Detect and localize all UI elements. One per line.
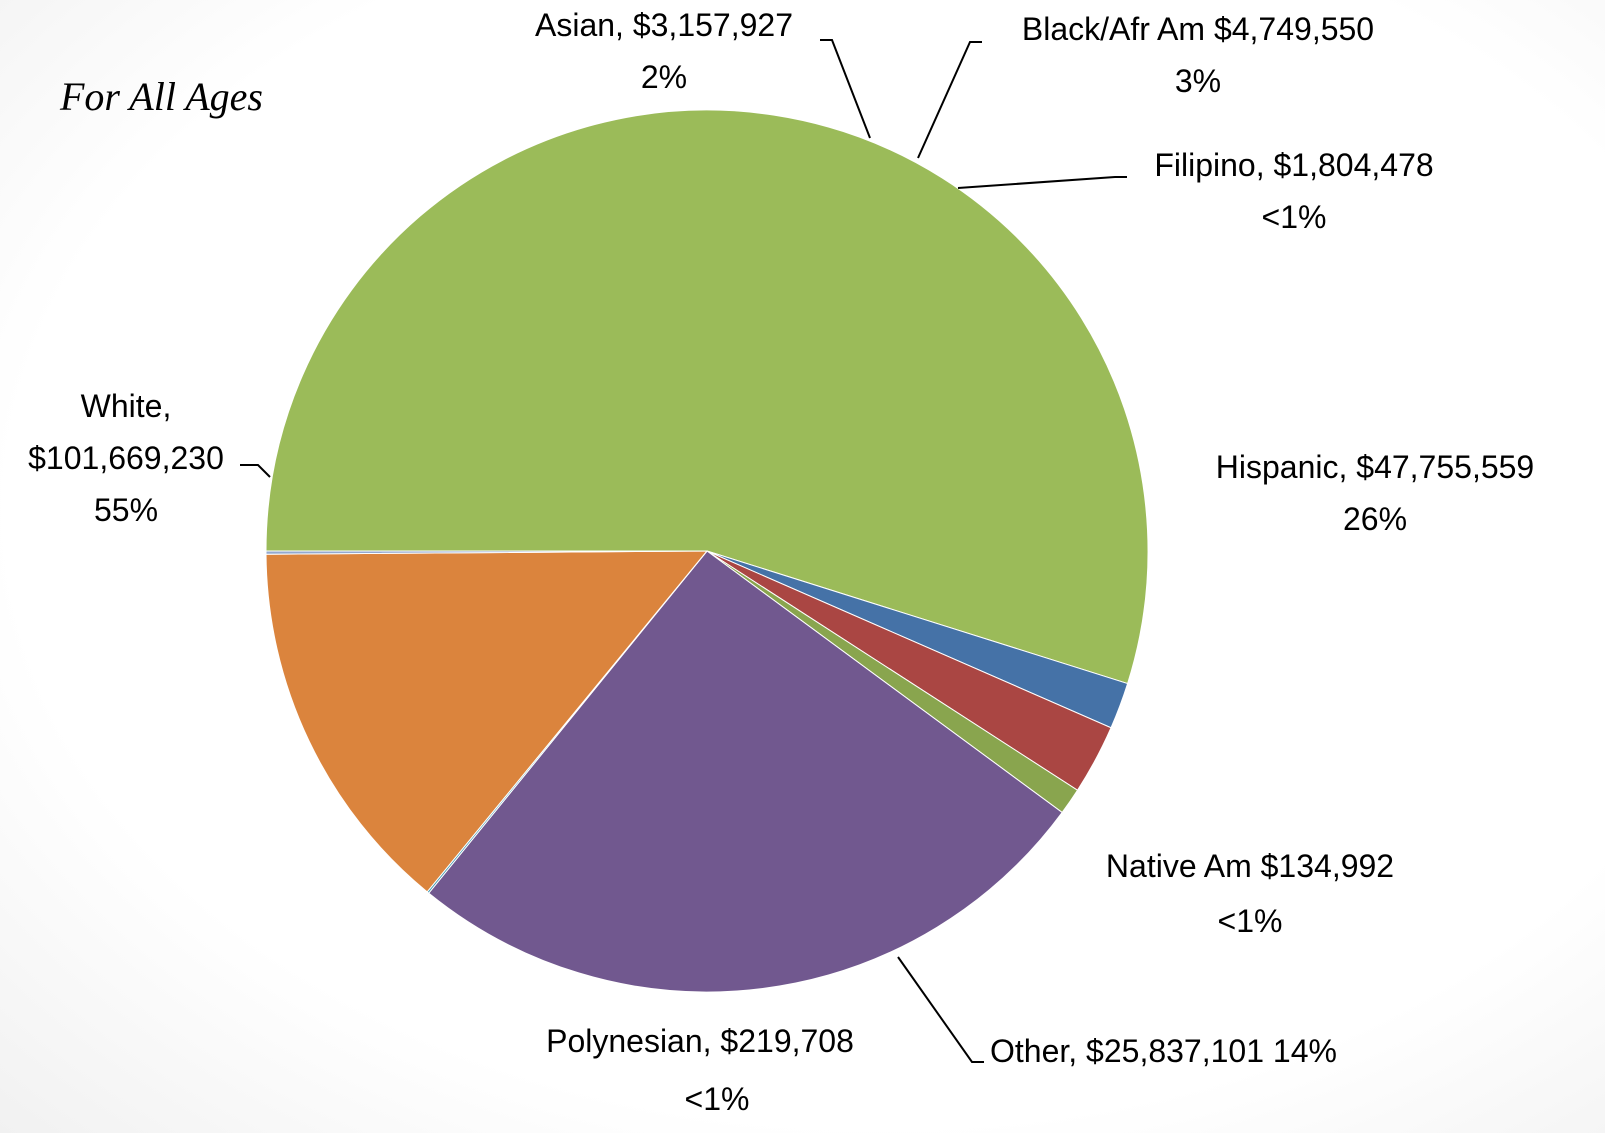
polynesian-label-value: Polynesian, $219,708 — [546, 1023, 854, 1059]
filipino-label-value: Filipino, $1,804,478 — [1154, 147, 1433, 183]
asian-leader-line — [820, 39, 871, 139]
other-leader-line — [897, 956, 984, 1063]
leader-lines — [240, 39, 1127, 1063]
asian-label-value: Asian, $3,157,927 — [535, 7, 793, 43]
pie-slices — [265, 109, 1149, 993]
pie-slice-white — [265, 109, 1149, 685]
white-leader-line — [240, 464, 271, 478]
hispanic-label-percent: 26% — [1343, 501, 1407, 537]
black-label-percent: 3% — [1175, 63, 1221, 99]
white-label-name: White, — [81, 388, 172, 424]
native-label-percent: <1% — [1218, 903, 1283, 939]
pie-slice-hispanic — [428, 550, 1063, 993]
polynesian-label-percent: <1% — [685, 1081, 750, 1117]
black-leader-line — [917, 41, 982, 159]
chart-title: For All Ages — [59, 74, 263, 119]
hispanic-label-value: Hispanic, $47,755,559 — [1216, 449, 1534, 485]
asian-label-percent: 2% — [641, 59, 687, 95]
other-label: Other, $25,837,101 14% — [990, 1033, 1337, 1069]
filipino-leader-line — [957, 176, 1127, 189]
pie-slice-polynesian — [265, 550, 708, 555]
black-label-value: Black/Afr Am $4,749,550 — [1022, 11, 1374, 47]
pie-slice-other — [265, 550, 709, 893]
white-label-percent: 55% — [94, 492, 158, 528]
white-label-value: $101,669,230 — [28, 440, 224, 476]
filipino-label-percent: <1% — [1262, 199, 1327, 235]
native-label-value: Native Am $134,992 — [1106, 848, 1394, 884]
